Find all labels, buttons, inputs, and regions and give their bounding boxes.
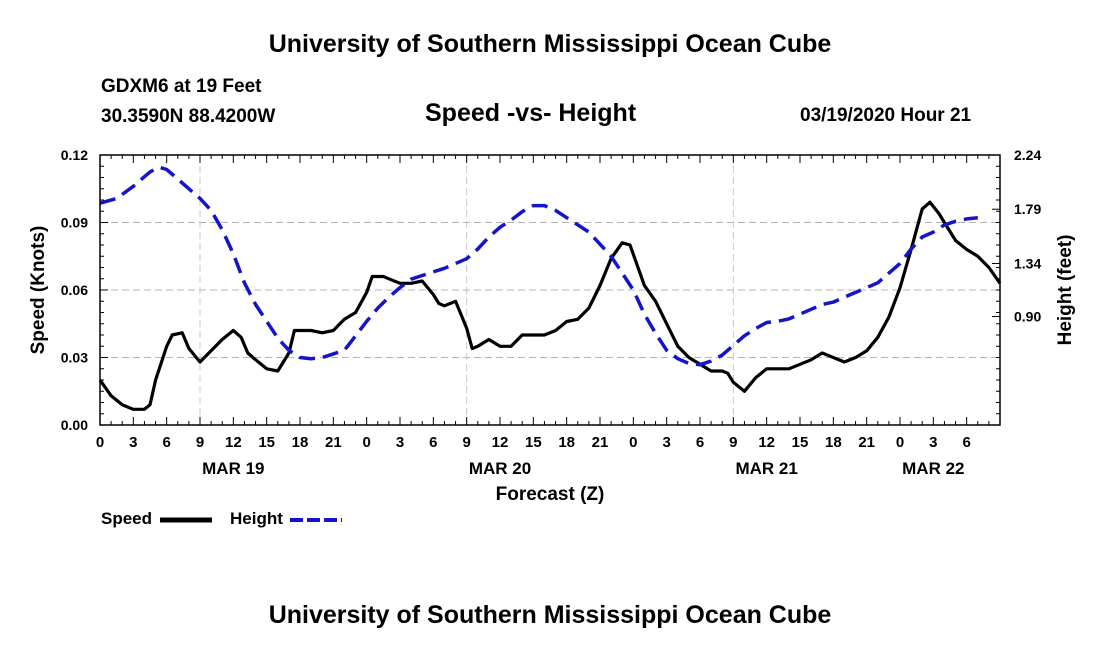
- series-layer: [98, 165, 1002, 411]
- x-tick-label: 12: [492, 434, 509, 451]
- y2-axis-title: Height (feet): [1055, 235, 1076, 346]
- station-name: GDXM6 at 19 Feet: [101, 76, 262, 97]
- station-coords: 30.3590N 88.4200W: [101, 106, 276, 127]
- x-tick-label: 12: [758, 434, 775, 451]
- x-tick-label: 18: [825, 434, 842, 451]
- x-tick-label: 0: [629, 434, 637, 451]
- x-tick-label: 21: [592, 434, 609, 451]
- grid-lines: [100, 155, 1000, 425]
- x-tick-label: 9: [196, 434, 204, 451]
- y2-tick-label: 1.79: [1014, 201, 1041, 217]
- x-tick-label: 6: [696, 434, 704, 451]
- x-tick-label: 15: [258, 434, 275, 451]
- chart-title: Speed -vs- Height: [425, 99, 637, 127]
- legend: Speed Height: [101, 509, 342, 528]
- x-tick-label: 15: [792, 434, 809, 451]
- y2-tick-label: 0.90: [1014, 309, 1041, 325]
- x-tick-label: 6: [162, 434, 170, 451]
- x-tick-label: 18: [292, 434, 309, 451]
- legend-height-label: Height: [230, 509, 283, 528]
- x-axis-title: Forecast (Z): [496, 484, 605, 505]
- y2-tick-label: 1.34: [1014, 255, 1041, 271]
- y2-tick-label: 2.24: [1014, 147, 1041, 163]
- x-date-label: MAR 22: [902, 459, 964, 478]
- y-tick-label: 0.06: [61, 282, 88, 298]
- y-tick-label: 0.12: [61, 147, 88, 163]
- y-tick-label: 0.03: [61, 350, 88, 366]
- page-title: University of Southern Mississippi Ocean…: [268, 30, 832, 58]
- x-tick-label: 0: [896, 434, 904, 451]
- footer-title: University of Southern Mississippi Ocean…: [268, 601, 832, 629]
- x-tick-label: 12: [225, 434, 242, 451]
- x-tick-label: 21: [325, 434, 342, 451]
- x-tick-label: 3: [662, 434, 670, 451]
- y-axis-left: 0.00 0.03 0.06 0.09 0.12: [61, 147, 108, 433]
- x-tick-label: 6: [429, 434, 437, 451]
- forecast-date: 03/19/2020 Hour 21: [800, 105, 972, 126]
- x-tick-label: 9: [462, 434, 470, 451]
- series-line-speed: [98, 200, 1002, 411]
- y-tick-label: 0.09: [61, 215, 88, 231]
- x-tick-label: 15: [525, 434, 542, 451]
- x-tick-label: 3: [929, 434, 937, 451]
- x-date-label: MAR 21: [735, 459, 797, 478]
- x-tick-label: 3: [396, 434, 404, 451]
- x-date-label: MAR 19: [202, 459, 264, 478]
- legend-speed-label: Speed: [101, 509, 152, 528]
- x-tick-label: 0: [362, 434, 370, 451]
- y-axis-right: 0.90 1.34 1.79 2.24: [992, 147, 1041, 426]
- x-tick-label: 18: [558, 434, 575, 451]
- x-date-label: MAR 20: [469, 459, 531, 478]
- x-tick-label: 6: [962, 434, 970, 451]
- x-axis: 0 3 6 9 12 15 18 21 0 3 6 9 12 15 18 21 0 3 6 9 12 15 18 21 0 3 6 M…: [96, 155, 1001, 478]
- series-line-height: [99, 165, 978, 367]
- y-tick-label: 0.00: [61, 417, 88, 433]
- x-tick-label: 9: [729, 434, 737, 451]
- x-tick-label: 0: [96, 434, 104, 451]
- x-tick-label: 3: [129, 434, 137, 451]
- x-tick-label: 21: [858, 434, 875, 451]
- y-axis-title: Speed (Knots): [28, 226, 49, 355]
